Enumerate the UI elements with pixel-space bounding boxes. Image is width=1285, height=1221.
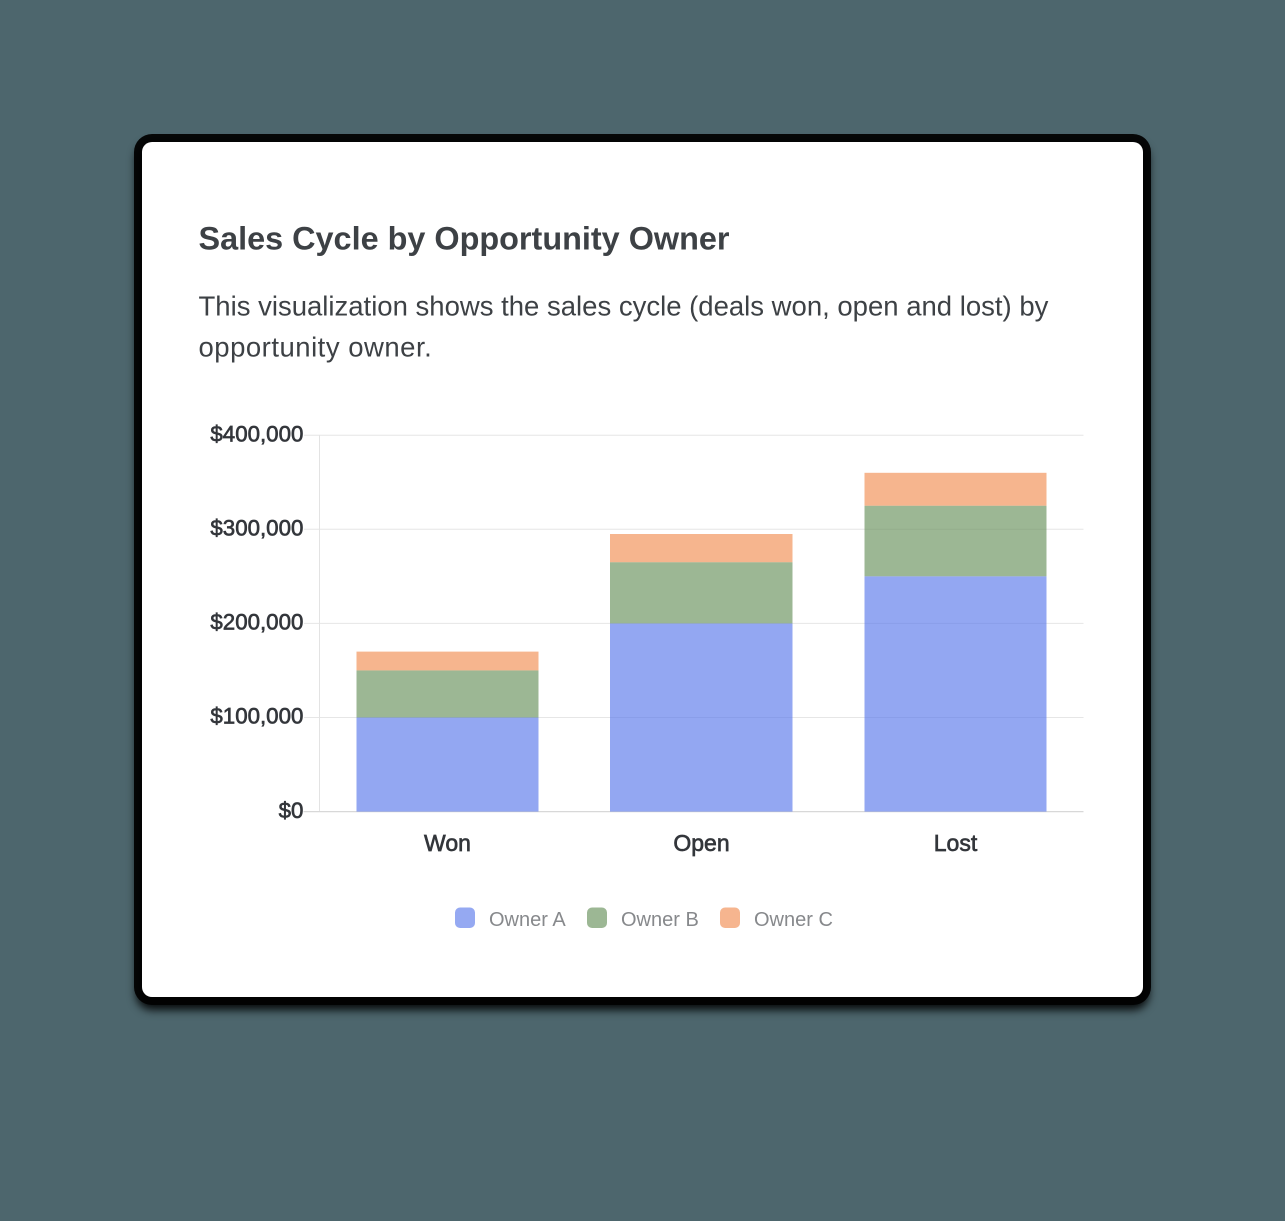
svg-text:Won: Won bbox=[424, 830, 471, 856]
svg-text:Owner B: Owner B bbox=[621, 909, 699, 931]
svg-text:Lost: Lost bbox=[934, 830, 978, 856]
svg-text:Sales Cycle by Opportunity Own: Sales Cycle by Opportunity Owner bbox=[199, 221, 730, 257]
svg-text:$0: $0 bbox=[279, 798, 304, 823]
svg-text:This visualization shows the s: This visualization shows the sales cycle… bbox=[199, 290, 1049, 321]
svg-text:$400,000: $400,000 bbox=[210, 421, 303, 446]
svg-text:opportunity owner.: opportunity owner. bbox=[199, 332, 433, 363]
svg-text:Owner A: Owner A bbox=[489, 909, 566, 931]
svg-text:Open: Open bbox=[673, 830, 729, 856]
svg-text:$300,000: $300,000 bbox=[210, 516, 303, 541]
svg-text:$100,000: $100,000 bbox=[210, 704, 303, 729]
svg-text:$200,000: $200,000 bbox=[210, 610, 303, 635]
svg-text:Owner C: Owner C bbox=[754, 909, 833, 931]
